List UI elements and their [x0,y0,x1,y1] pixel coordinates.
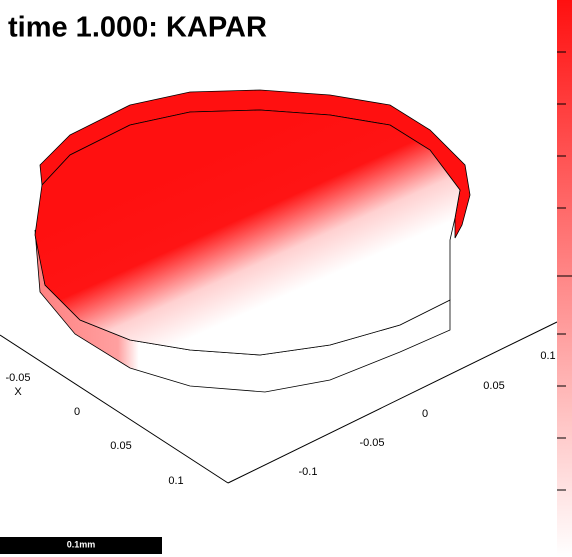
scale-bar: 0.1mm [0,537,162,554]
cylinder [34,89,471,393]
x-tick-label: 0.05 [110,440,131,452]
y-tick-label: -0.1 [299,466,318,478]
scale-bar-label: 0.1mm [67,539,96,549]
axes [0,321,558,484]
color-bar-fill [557,0,572,557]
x-tick-label: 0 [74,406,80,418]
color-bar [557,0,572,557]
y-tick-label: 0.05 [483,380,504,392]
y-tick-label: 0 [422,408,428,420]
title: time 1.000: KAPAR [8,12,267,44]
x-axis-label: X [14,386,22,398]
x-tick-label: 0.1 [168,475,183,487]
y-tick-label: 0.1 [540,350,555,362]
y-tick-label: -0.05 [359,437,384,449]
x-tick-label: -0.05 [5,372,30,384]
cylinder-top [34,109,461,356]
